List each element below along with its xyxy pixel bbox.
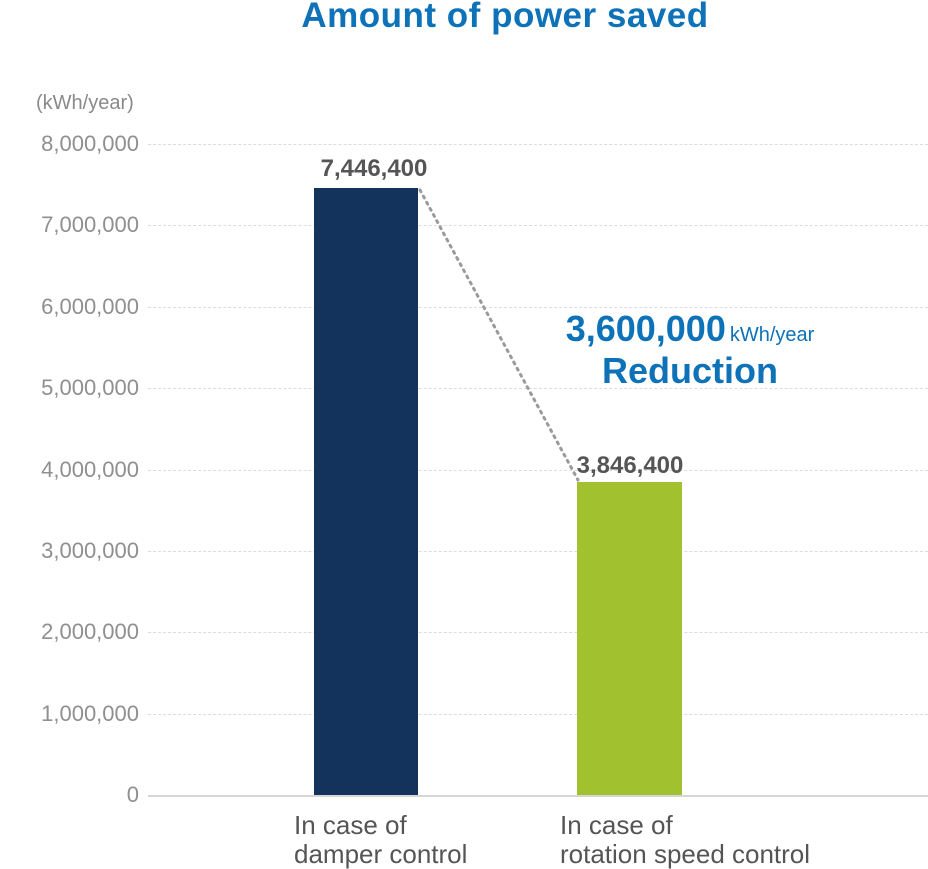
bar-damper-control (314, 188, 418, 795)
x-axis-baseline (148, 795, 928, 797)
y-tick-6000000: 6,000,000 (41, 294, 139, 319)
reduction-amount: 3,600,000 (565, 308, 726, 349)
y-tick-5000000: 5,000,000 (41, 375, 139, 400)
y-tick-4000000: 4,000,000 (41, 457, 139, 482)
category-label-damper-line2: damper control (294, 839, 468, 869)
reduction-unit: kWh/year (729, 324, 815, 346)
category-label-rotation-line2: rotation speed control (560, 839, 811, 869)
category-label-damper: In case of damper control (294, 811, 467, 869)
gridline (148, 307, 928, 308)
gridline (148, 714, 928, 715)
gridline (148, 225, 928, 226)
y-axis-unit: (kWh/year) (36, 92, 134, 114)
gridline (148, 388, 928, 389)
chart-title: Amount of power saved (301, 0, 709, 35)
gridline (148, 551, 928, 552)
y-tick-1000000: 1,000,000 (41, 701, 139, 726)
y-tick-7000000: 7,000,000 (41, 212, 139, 237)
y-tick-0: 0 (126, 782, 139, 807)
reduction-annotation: 3,600,000 kWh/year (480, 308, 900, 350)
category-label-damper-line1: In case of (294, 810, 407, 840)
gridline (148, 470, 928, 471)
bar-value-label-rotation: 3,846,400 (576, 452, 684, 479)
reduction-text-wrap: Reduction (480, 350, 900, 392)
gridline (148, 144, 928, 145)
gridline (148, 632, 928, 633)
reduction-text: Reduction (602, 350, 778, 391)
category-label-rotation-line1: In case of (560, 810, 673, 840)
y-tick-3000000: 3,000,000 (41, 538, 139, 563)
category-label-rotation: In case of rotation speed control (560, 811, 810, 869)
y-tick-8000000: 8,000,000 (41, 131, 139, 156)
y-tick-2000000: 2,000,000 (41, 619, 139, 644)
bar-value-label-damper: 7,446,400 (320, 155, 428, 182)
bar-rotation-speed-control (577, 482, 682, 795)
